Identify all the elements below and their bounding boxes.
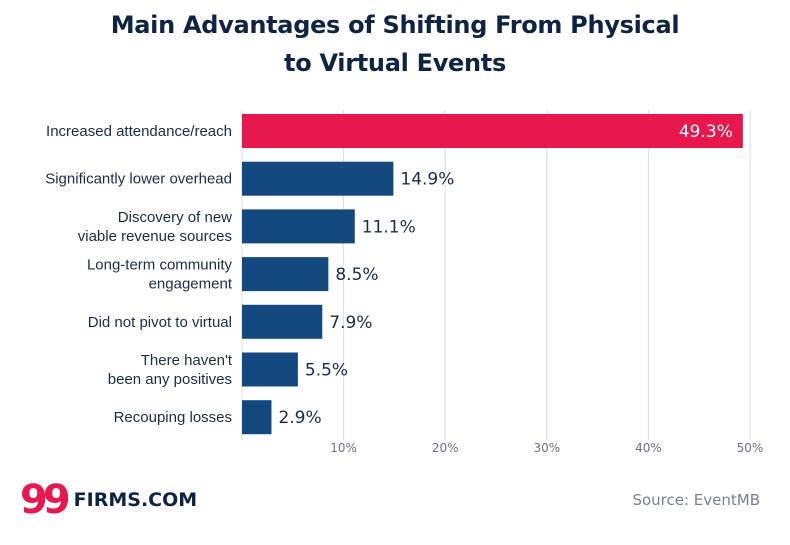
category-label: Increased attendance/reach <box>46 123 232 140</box>
value-label: 49.3% <box>679 122 733 142</box>
chart-title-line-2: to Virtual Events <box>284 49 506 77</box>
x-tick-label: 10% <box>330 441 357 455</box>
value-label: 8.5% <box>335 265 378 285</box>
value-label: 5.5% <box>305 361 348 381</box>
category-label: viable revenue sources <box>78 228 232 245</box>
chart-title-line-1: Main Advantages of Shifting From Physica… <box>110 11 680 39</box>
x-tick-label: 30% <box>533 441 560 455</box>
x-tick-label: 20% <box>432 441 459 455</box>
source-note: Source: EventMB <box>632 491 760 509</box>
category-label: Discovery of new <box>118 209 232 226</box>
category-label: Significantly lower overhead <box>45 171 232 188</box>
bars <box>242 114 743 435</box>
value-label: 11.1% <box>362 217 416 237</box>
bar <box>242 352 298 387</box>
x-tick-label: 40% <box>635 441 662 455</box>
bar <box>242 304 323 339</box>
bar <box>242 257 329 292</box>
logo-mark: 99 <box>20 477 71 523</box>
category-label: engagement <box>149 276 233 293</box>
labels: 10% 20% 30% 40% 50% 49.3% Increased attendance… <box>45 122 763 455</box>
category-label: There haven't <box>141 352 233 369</box>
value-label: 2.9% <box>278 408 321 428</box>
category-label: Did not pivot to virtual <box>88 314 232 331</box>
category-label: been any positives <box>108 371 232 388</box>
value-label: 7.9% <box>329 313 372 333</box>
bar <box>242 161 394 196</box>
category-label: Recouping losses <box>114 409 232 426</box>
category-label: Long-term community <box>87 257 233 274</box>
chart-title: Main Advantages of Shifting From Physica… <box>0 6 790 82</box>
value-label: 14.9% <box>400 170 454 190</box>
bar <box>242 400 272 435</box>
logo: 99 FIRMS.COM <box>20 478 197 522</box>
bar <box>242 114 743 148</box>
bar <box>242 209 355 244</box>
logo-text: FIRMS.COM <box>73 489 198 511</box>
x-tick-label: 50% <box>737 441 764 455</box>
